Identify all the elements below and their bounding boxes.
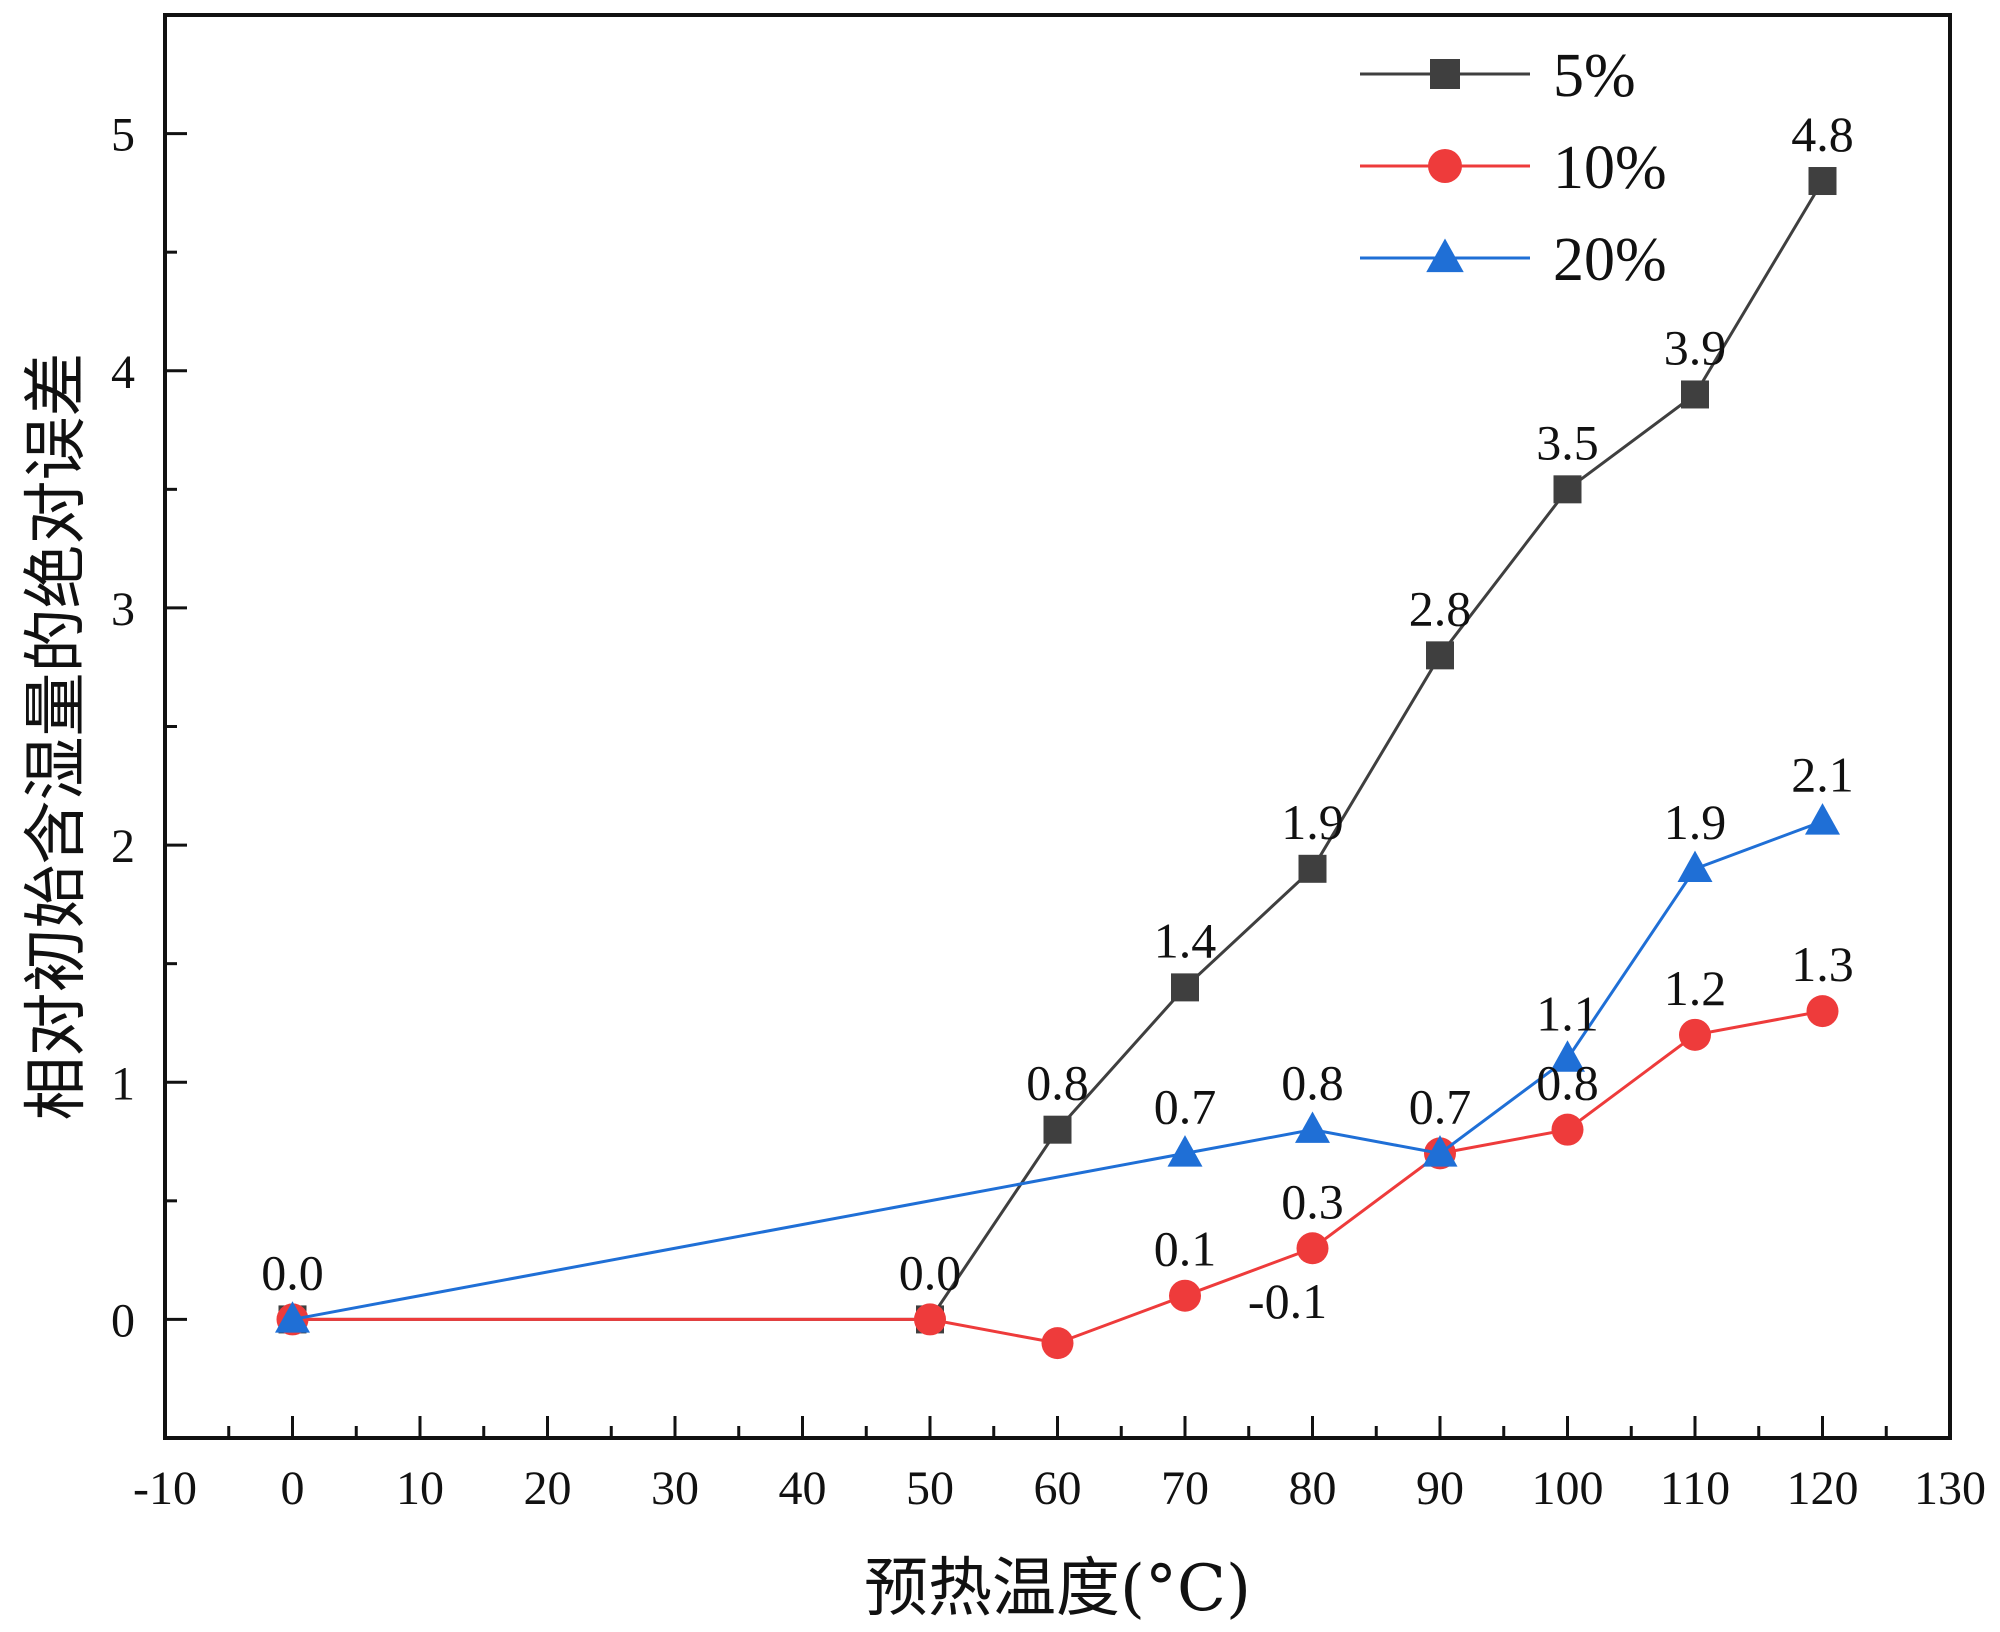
data-point-10pct [1679,1018,1711,1051]
data-point-20pct [1805,803,1840,835]
data-label-20pct: 0.7 [1409,1078,1472,1134]
data-label-20pct: 1.1 [1536,986,1599,1042]
x-tick-label: 40 [779,1462,827,1515]
y-tick-label: 1 [111,1057,135,1110]
y-tick-label: 2 [111,820,135,873]
data-label-20pct: 2.1 [1791,746,1854,802]
legend-label-20pct: 20% [1553,226,1667,294]
data-label-10pct: 1.2 [1664,960,1727,1016]
data-point-20pct [1167,1135,1203,1167]
data-point-20pct [1422,1135,1458,1167]
data-label-5pct: 0.8 [1026,1055,1089,1111]
data-point-5pct [1426,641,1454,670]
data-label-5pct: 3.5 [1536,414,1599,470]
data-point-5pct [1808,167,1837,196]
data-point-20pct [1295,1111,1330,1143]
data-point-10pct [1806,995,1839,1028]
data-label-5pct: 0.0 [261,1244,324,1300]
x-tick-label: 80 [1289,1462,1337,1515]
legend-marker-20pct [1426,238,1464,273]
legend-label-5pct: 5% [1553,42,1636,110]
y-tick-label: 3 [111,583,135,636]
x-tick-label: 120 [1787,1462,1859,1515]
x-tick-label: 50 [906,1462,954,1515]
x-tick-label: 30 [651,1462,699,1515]
legend-label-10pct: 10% [1553,134,1667,202]
x-axis-title: 预热温度(°C) [864,1552,1251,1626]
x-axis: -10 0 10 20 30 40 50 60 70 80 90 100 110 120 130 [133,1416,1986,1515]
legend-marker-5pct [1430,59,1460,89]
series-layer [275,167,1840,1360]
x-tick-label: 20 [524,1462,572,1515]
y-tick-label: 4 [111,346,135,399]
data-point-5pct [1553,475,1582,504]
legend: 5% 10% 20% [1360,42,1667,294]
data-point-5pct [1043,1115,1072,1144]
data-label-5pct: 2.8 [1409,580,1472,636]
plot-frame [163,13,1952,1440]
data-point-20pct [275,1301,310,1333]
y-tick-label: 0 [111,1294,135,1347]
x-tick-label: 130 [1914,1462,1986,1515]
data-label-20pct: 0.8 [1281,1055,1344,1111]
x-tick-label: 60 [1034,1462,1082,1515]
data-label-10pct: 1.3 [1791,936,1854,992]
data-label-5pct: 1.4 [1154,912,1217,968]
data-label-20pct: 0.7 [1154,1078,1217,1134]
data-point-10pct [1169,1279,1201,1312]
x-tick-label: 100 [1532,1462,1604,1515]
y-tick-label: 5 [111,109,135,162]
series-line-5pct [292,180,1824,1321]
data-label-10pct: 0.8 [1536,1055,1599,1111]
data-label-5pct: 1.9 [1281,794,1344,850]
data-label-20pct: 1.9 [1664,794,1727,850]
data-point-20pct [1677,850,1713,883]
y-axis: 0 1 2 3 4 5 [111,109,187,1347]
data-label-5pct: 3.9 [1664,319,1727,375]
data-point-20pct [1550,1040,1585,1072]
legend-marker-10pct [1428,149,1462,183]
data-point-5pct [1298,854,1327,883]
data-label-10pct: 0.1 [1154,1221,1217,1277]
data-point-5pct [1681,380,1709,409]
data-point-5pct [1171,973,1199,1002]
x-tick-label: 10 [396,1462,444,1515]
y-axis-title: 相对初始含湿量的绝对误差 [20,353,94,1121]
data-label-layer: 0.0 0.0 0.8 1.4 1.9 2.8 3.5 3.9 4.8 -0.1 0.1 0.3 0.8… [261,106,1854,1329]
data-point-10pct [1296,1232,1329,1265]
data-point-10pct [1041,1327,1074,1360]
x-tick-label: 70 [1161,1462,1209,1515]
data-point-10pct [914,1303,946,1336]
data-point-10pct [1551,1113,1584,1146]
data-label-5pct: 4.8 [1791,106,1854,162]
data-label-10pct: -0.1 [1248,1273,1327,1329]
x-tick-label: -10 [133,1462,197,1515]
data-label-5pct: 0.0 [899,1244,962,1300]
x-tick-label: 0 [281,1462,305,1515]
data-label-10pct: 0.3 [1281,1173,1344,1229]
x-tick-label: 90 [1416,1462,1464,1515]
x-tick-label: 110 [1660,1462,1730,1515]
